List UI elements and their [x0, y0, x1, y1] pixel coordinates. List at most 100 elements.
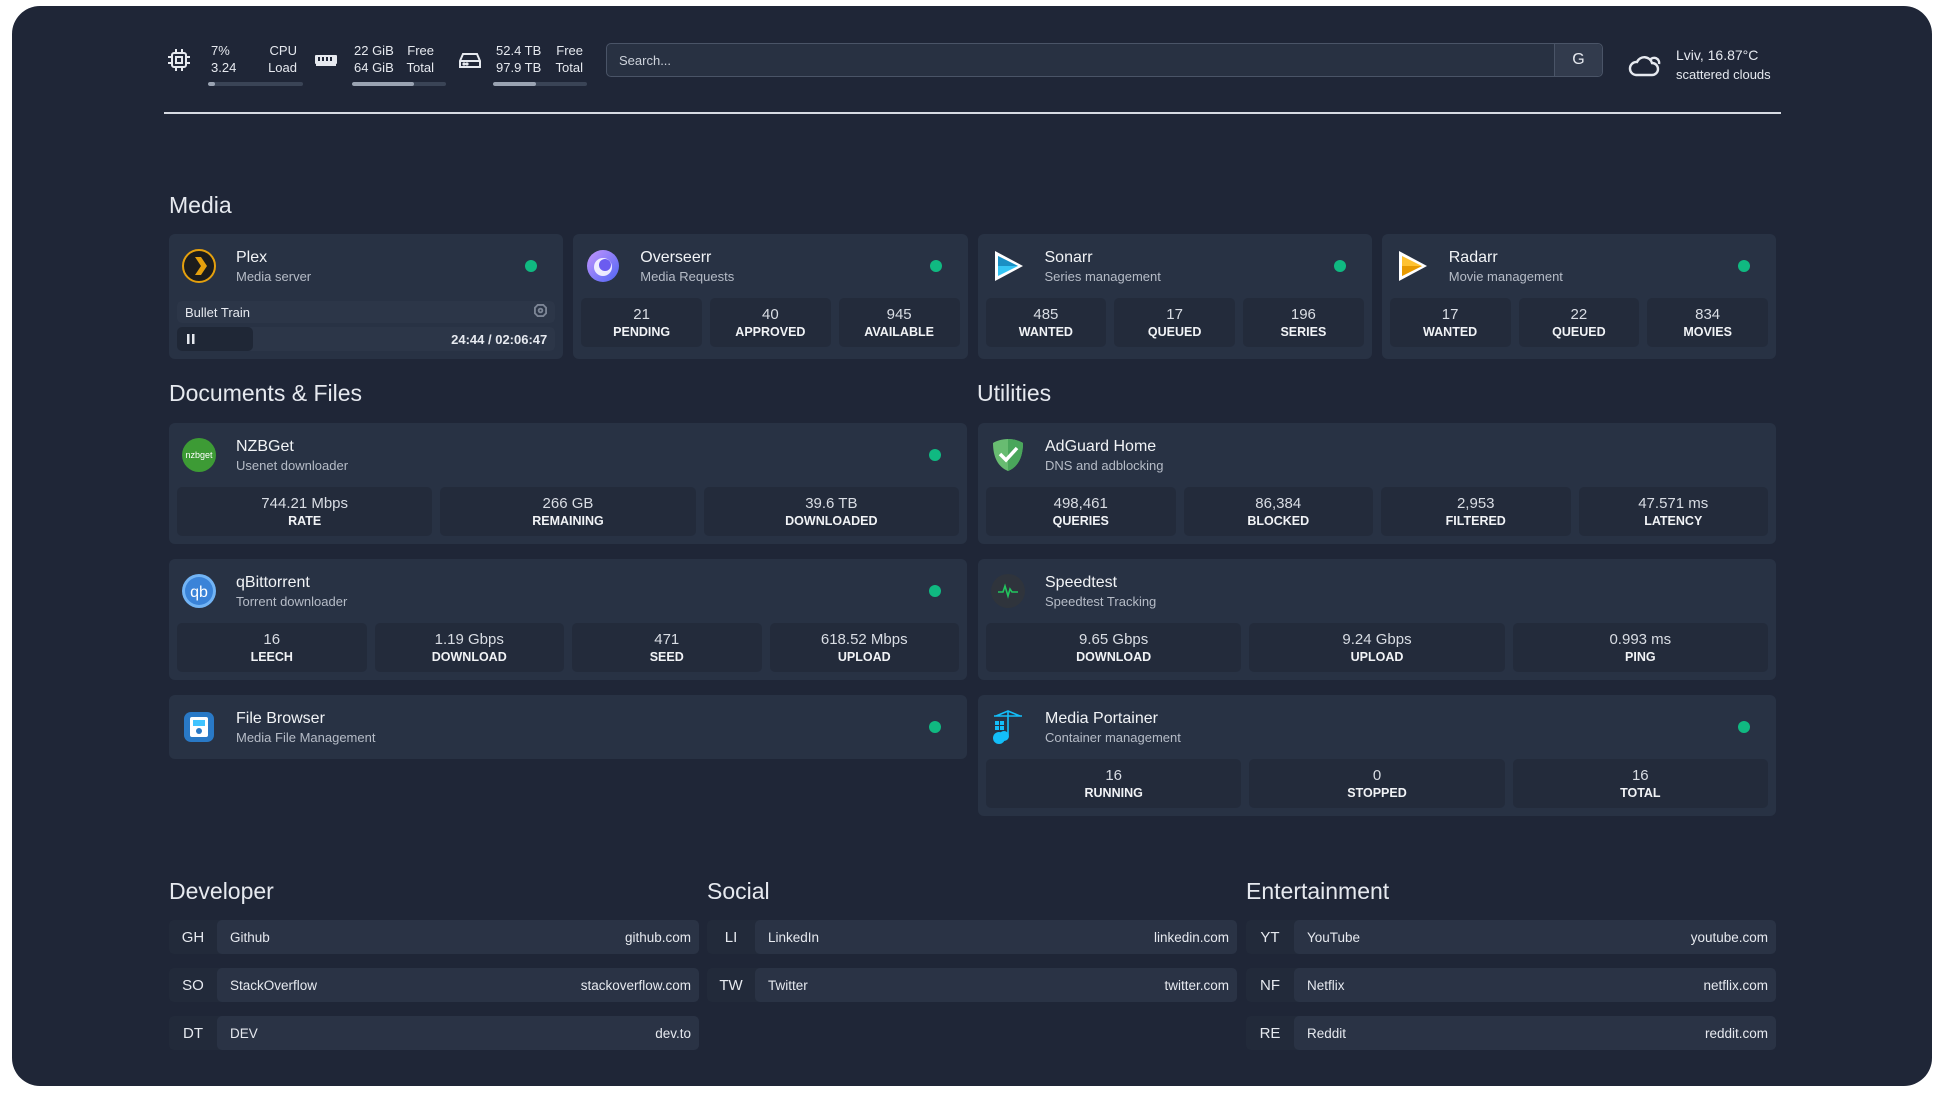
- pause-button[interactable]: [177, 327, 253, 351]
- bookmark-link[interactable]: Reddit reddit.com: [1294, 1016, 1776, 1050]
- stat-download: 9.65 Gbps DOWNLOAD: [986, 623, 1242, 672]
- top-bar: 7% 3.24 CPU Load 22 GiB 64 GiB Free Total 52…: [12, 6, 1932, 106]
- bookmark-linkedin[interactable]: LI LinkedIn linkedin.com: [707, 920, 1237, 954]
- developer-links: GH Github github.com SO StackOverflow stackov…: [169, 920, 699, 1050]
- stat-ping: 0.993 ms PING: [1512, 623, 1768, 672]
- bookmark-reddit[interactable]: RE Reddit reddit.com: [1246, 1016, 1776, 1050]
- bookmark-link[interactable]: LinkedIn linkedin.com: [755, 920, 1237, 954]
- stat-value: 1.19 Gbps: [434, 630, 504, 648]
- stat-label: STOPPED: [1347, 785, 1407, 800]
- card-header: AdGuard Home DNS and adblocking: [986, 423, 1768, 487]
- stat-series: 196 SERIES: [1243, 298, 1364, 347]
- cpu-percent: 7%: [211, 43, 230, 58]
- adguard-home-card[interactable]: AdGuard Home DNS and adblocking 498,461 QUE…: [978, 423, 1776, 544]
- section-entertainment: Entertainment: [1246, 878, 1390, 904]
- stat-queued: 17 QUEUED: [1114, 298, 1235, 347]
- card-title-block: Overseerr Media Requests: [640, 248, 929, 285]
- search-input[interactable]: [607, 44, 1554, 76]
- memory-icon: [315, 55, 337, 66]
- service-name: Speedtest: [1045, 573, 1118, 591]
- documents-cards: nzbget NZBGet Usenet downloader 744.21 Mbps…: [169, 423, 967, 759]
- bookmark-youtube[interactable]: YT YouTube youtube.com: [1246, 920, 1776, 954]
- stat-pending: 21 PENDING: [581, 298, 702, 347]
- stats-row: 498,461 QUERIES 86,384 BLOCKED 2,953 FILTERED…: [986, 487, 1768, 536]
- bookmark-link[interactable]: YouTube youtube.com: [1294, 920, 1776, 954]
- cpu-load: 3.24: [211, 60, 237, 75]
- stat-value: 2,953: [1456, 494, 1495, 512]
- social-links: LI LinkedIn linkedin.com TW Twitter twitter.c…: [707, 920, 1237, 1002]
- stat-label: REMAINING: [532, 513, 604, 528]
- bookmark-name: Github: [230, 929, 270, 945]
- bookmark-netflix[interactable]: NF Netflix netflix.com: [1246, 968, 1776, 1002]
- stat-value: 834: [1695, 305, 1721, 323]
- plex-card[interactable]: Plex Media server Bullet Train 24:44 / 02:0…: [169, 234, 564, 359]
- card-title-block: Radarr Movie management: [1449, 248, 1738, 285]
- bookmark-link[interactable]: Github github.com: [217, 920, 699, 954]
- speedtest-icon: [990, 573, 1026, 609]
- stat-label: DOWNLOADED: [785, 513, 878, 528]
- service-description: Container management: [1045, 729, 1181, 745]
- settings-icon[interactable]: [534, 304, 548, 320]
- bookmark-github[interactable]: GH Github github.com: [169, 920, 699, 954]
- bookmark-twitter[interactable]: TW Twitter twitter.com: [707, 968, 1237, 1002]
- card-title-block: Plex Media server: [236, 248, 525, 285]
- section-documents: Documents & Files: [169, 380, 363, 406]
- card-title-block: Media Portainer Container management: [1045, 709, 1738, 746]
- card-title-block: File Browser Media File Management: [236, 709, 929, 746]
- stat-label: UPLOAD: [837, 649, 891, 664]
- media-portainer-card[interactable]: Media Portainer Container management 16 RUN…: [978, 695, 1776, 816]
- file-browser-card[interactable]: File Browser Media File Management: [169, 695, 967, 759]
- bookmark-abbr: TW: [719, 976, 743, 994]
- stat-value: 471: [654, 630, 680, 648]
- svg-text:nzbget: nzbget: [185, 450, 213, 460]
- search-provider-button[interactable]: G: [1554, 44, 1602, 76]
- stat-value: 744.21 Mbps: [261, 494, 349, 512]
- card-header: Radarr Movie management: [1390, 234, 1768, 298]
- service-description: Movie management: [1448, 268, 1563, 284]
- stat-latency: 47.571 ms LATENCY: [1578, 487, 1768, 536]
- qbittorrent-icon: qb: [181, 573, 217, 609]
- radarr-card[interactable]: Radarr Movie management 17 WANTED 22 QUEUED 83…: [1381, 234, 1776, 359]
- stat-download: 1.19 Gbps DOWNLOAD: [374, 623, 564, 672]
- bookmark-link[interactable]: DEV dev.to: [217, 1016, 699, 1050]
- stat-label: DOWNLOAD: [431, 649, 507, 664]
- bookmark-link[interactable]: Twitter twitter.com: [755, 968, 1237, 1002]
- memory-widget: 22 GiB 64 GiB Free Total: [302, 42, 446, 92]
- disk-bar: [493, 82, 587, 86]
- service-name: qBittorrent: [236, 573, 310, 591]
- playback-progress: 24:44 / 02:06:47: [177, 327, 556, 351]
- now-playing: Bullet Train: [177, 301, 556, 323]
- card-header: Plex Media server: [177, 234, 555, 298]
- bookmark-stackoverflow[interactable]: SO StackOverflow stackoverflow.com: [169, 968, 699, 1002]
- speedtest-card[interactable]: Speedtest Speedtest Tracking 9.65 Gbps DOWN…: [978, 559, 1776, 680]
- bookmark-link[interactable]: StackOverflow stackoverflow.com: [217, 968, 699, 1002]
- nzbget-card[interactable]: nzbget NZBGet Usenet downloader 744.21 Mbps…: [169, 423, 967, 544]
- card-header: qb qBittorrent Torrent downloader: [177, 559, 959, 623]
- stats-row: 17 WANTED 22 QUEUED 834 MOVIES: [1389, 298, 1768, 347]
- bookmark-url: dev.to: [655, 1025, 691, 1041]
- overseerr-card[interactable]: Overseerr Media Requests 21 PENDING 40 APPROV…: [573, 234, 968, 359]
- service-description: Media Requests: [640, 268, 735, 284]
- stat-label: PING: [1625, 649, 1656, 664]
- service-name: File Browser: [236, 709, 325, 727]
- bookmark-dev[interactable]: DT DEV dev.to: [169, 1016, 699, 1050]
- stat-stopped: 0 STOPPED: [1249, 759, 1505, 808]
- service-name: Overseerr: [640, 248, 712, 266]
- stat-value: 945: [886, 305, 912, 323]
- bookmark-url: reddit.com: [1704, 1025, 1768, 1041]
- bookmark-link[interactable]: Netflix netflix.com: [1294, 968, 1776, 1002]
- stat-label: AVAILABLE: [864, 324, 934, 339]
- now-playing-title: Bullet Train: [185, 304, 251, 320]
- sonarr-icon: [990, 248, 1026, 284]
- bookmark-abbr: NF: [1260, 976, 1280, 994]
- cpu-label: CPU: [269, 43, 297, 58]
- card-title-block: AdGuard Home DNS and adblocking: [1045, 437, 1768, 474]
- weather-condition: scattered clouds: [1676, 67, 1771, 82]
- utilities-cards: AdGuard Home DNS and adblocking 498,461 QUE…: [978, 423, 1776, 816]
- stat-value: 47.571 ms: [1638, 494, 1709, 512]
- stat-label: BLOCKED: [1247, 513, 1310, 528]
- sonarr-card[interactable]: Sonarr Series management 485 WANTED 17 QUEUED…: [977, 234, 1372, 359]
- free-label: Free: [407, 43, 434, 58]
- qbittorrent-card[interactable]: qb qBittorrent Torrent downloader 16 LEECH 1.…: [169, 559, 967, 680]
- stat-value: 618.52 Mbps: [820, 630, 908, 648]
